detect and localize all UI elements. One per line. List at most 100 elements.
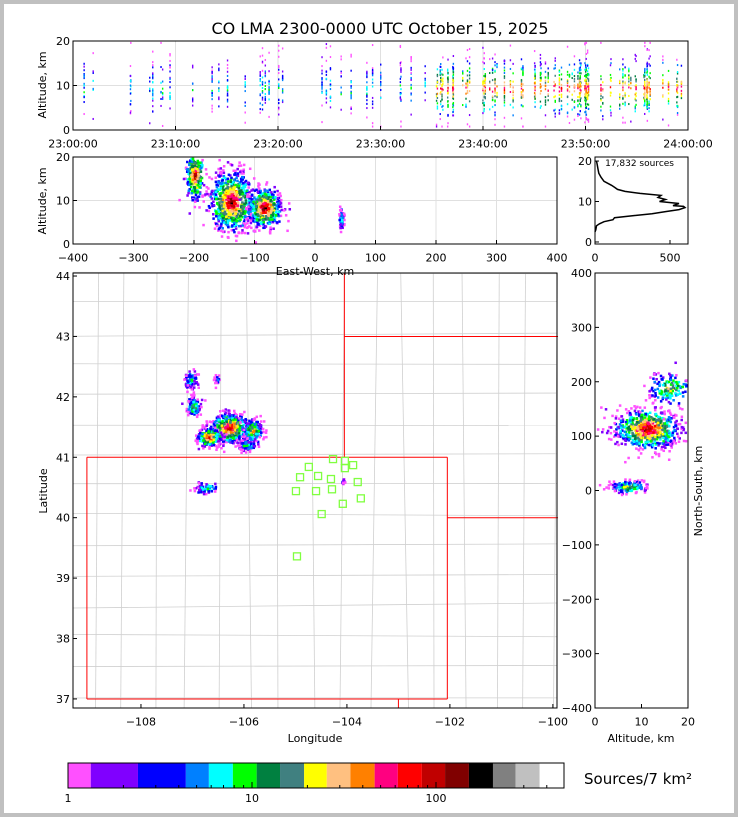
source-point — [609, 78, 612, 81]
source-point — [287, 219, 290, 223]
source-point — [633, 440, 636, 444]
source-point — [229, 174, 232, 177]
source-point — [152, 110, 154, 113]
source-point — [573, 55, 576, 58]
source-point — [239, 412, 242, 416]
source-point — [199, 431, 202, 435]
source-point — [484, 73, 487, 76]
source-point — [240, 451, 243, 454]
source-point — [400, 67, 402, 70]
source-point — [246, 222, 249, 225]
source-point — [240, 231, 243, 235]
source-point — [447, 81, 449, 84]
source-point — [186, 160, 189, 164]
source-point — [634, 85, 636, 88]
source-point — [232, 228, 235, 232]
source-point — [188, 401, 192, 405]
source-point — [252, 446, 256, 450]
source-point — [670, 417, 673, 420]
source-point — [226, 79, 229, 82]
source-point — [400, 70, 402, 73]
source-point — [270, 200, 274, 203]
source-point — [216, 435, 219, 439]
source-point — [635, 442, 639, 446]
source-point — [214, 434, 218, 437]
county-border — [497, 272, 500, 709]
station-marker — [340, 463, 350, 473]
source-point — [228, 438, 232, 442]
source-point — [577, 113, 579, 116]
source-point — [239, 209, 243, 212]
source-point — [465, 97, 467, 100]
source-point — [547, 89, 549, 92]
source-point — [193, 489, 197, 493]
source-point — [221, 230, 225, 233]
source-point — [216, 430, 219, 434]
source-point — [624, 433, 628, 436]
source-point — [234, 171, 237, 175]
source-point — [236, 201, 240, 205]
source-point — [410, 87, 412, 90]
source-point — [247, 186, 250, 189]
y-tick-label: 41 — [56, 451, 70, 464]
source-point — [452, 75, 454, 78]
source-point — [235, 198, 238, 202]
source-point — [452, 65, 454, 68]
source-point — [676, 427, 679, 431]
source-point — [621, 420, 625, 423]
source-point — [234, 169, 237, 173]
source-point — [273, 190, 276, 194]
source-point — [209, 440, 212, 443]
source-point — [669, 413, 673, 416]
source-point — [520, 91, 523, 94]
source-point — [635, 431, 638, 435]
source-point — [494, 82, 496, 85]
source-point — [129, 88, 132, 91]
source-point — [250, 226, 253, 230]
source-point — [544, 84, 547, 87]
source-point — [223, 199, 226, 202]
source-point — [553, 96, 555, 99]
y-tick-label: 0 — [63, 238, 70, 251]
source-point — [512, 80, 514, 83]
source-point — [435, 84, 438, 87]
source-point — [190, 380, 194, 384]
source-point — [644, 433, 647, 437]
source-point — [242, 428, 246, 432]
source-point — [399, 97, 402, 100]
source-point — [227, 225, 230, 229]
source-point — [584, 94, 587, 97]
source-point — [586, 103, 589, 106]
source-point — [366, 61, 368, 64]
source-point — [274, 214, 278, 217]
source-point — [257, 208, 261, 211]
source-point — [366, 107, 368, 110]
source-point — [560, 108, 563, 111]
source-point — [622, 76, 624, 79]
source-point — [586, 94, 589, 97]
source-point — [579, 62, 581, 65]
source-point — [203, 437, 206, 440]
source-point — [196, 439, 200, 443]
source-point — [269, 211, 273, 215]
source-point — [216, 446, 219, 449]
source-point — [214, 426, 217, 430]
source-point — [436, 81, 439, 84]
source-point — [226, 63, 229, 66]
source-point — [232, 418, 235, 422]
source-point — [237, 423, 240, 426]
source-point — [256, 190, 260, 194]
source-point — [622, 94, 624, 97]
source-point — [251, 202, 255, 206]
source-point — [665, 419, 669, 423]
source-point — [205, 209, 208, 212]
source-point — [579, 89, 582, 92]
source-point — [207, 194, 211, 197]
source-point — [663, 429, 666, 432]
source-point — [259, 78, 261, 81]
source-point — [259, 198, 262, 202]
source-point — [198, 408, 201, 411]
source-point — [262, 195, 266, 198]
source-point — [191, 196, 194, 199]
source-point — [129, 111, 132, 114]
